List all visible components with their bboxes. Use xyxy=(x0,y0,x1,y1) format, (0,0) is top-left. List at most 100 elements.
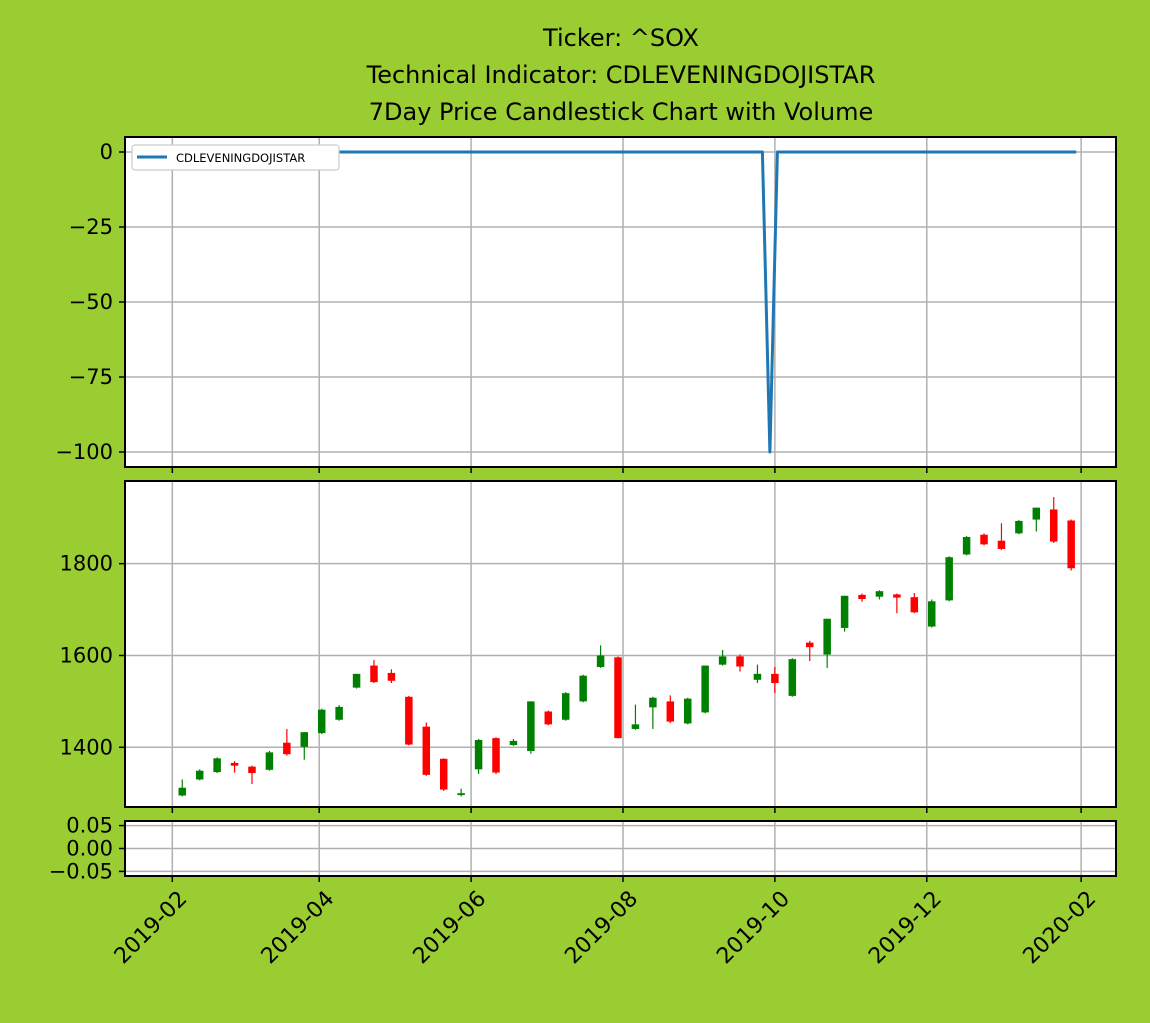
candle-down xyxy=(544,710,553,726)
candle-body xyxy=(736,656,744,667)
y-tick-label: −100 xyxy=(55,440,113,464)
candle-body xyxy=(579,675,587,702)
title-line: 7Day Price Candlestick Chart with Volume xyxy=(369,98,874,126)
candle-body xyxy=(927,601,936,627)
candle-down xyxy=(1067,519,1075,571)
x-tick-label: 2019-08 xyxy=(560,886,643,969)
candle-up xyxy=(701,665,709,714)
candle-down xyxy=(439,758,448,791)
candle-up xyxy=(1032,507,1041,532)
candle-body xyxy=(858,594,866,600)
candle-down xyxy=(980,533,988,546)
candle-body xyxy=(439,758,448,790)
candle-body xyxy=(596,655,605,667)
candle-down xyxy=(387,669,396,684)
candle-body xyxy=(405,696,413,745)
candle-body xyxy=(701,665,709,713)
candle-down xyxy=(230,761,239,773)
candle-body xyxy=(1015,520,1023,534)
candle-up xyxy=(213,757,221,774)
candle-body xyxy=(474,739,483,770)
candle-down xyxy=(736,654,744,672)
candle-up xyxy=(195,769,204,781)
candle-down xyxy=(771,666,779,694)
title-line: Ticker: ^SOX xyxy=(542,24,699,52)
candle-up xyxy=(788,658,797,697)
candle-body xyxy=(248,766,256,774)
candle-body xyxy=(771,673,779,684)
candle-body xyxy=(178,787,187,796)
candle-body xyxy=(997,540,1006,549)
x-tick-label: 2019-10 xyxy=(712,886,795,969)
candle-down xyxy=(614,656,622,739)
candle-up xyxy=(178,779,187,797)
candle-body xyxy=(300,732,309,747)
candle-body xyxy=(631,724,640,729)
candle-body xyxy=(980,534,988,545)
candle-body xyxy=(823,618,831,655)
y-tick-label: −25 xyxy=(69,215,113,239)
candle-body xyxy=(753,673,762,680)
candle-up xyxy=(317,708,326,734)
volume-panel-frame xyxy=(124,820,1117,877)
candle-up xyxy=(875,590,884,600)
candle-body xyxy=(387,672,396,681)
candle-body xyxy=(370,665,378,683)
candle-body xyxy=(457,793,465,796)
candle-body xyxy=(893,594,901,598)
chart-title: Ticker: ^SOX Technical Indicator: CDLEVEN… xyxy=(366,24,876,126)
y-tick-label: 0.05 xyxy=(66,814,113,838)
candle-down xyxy=(666,695,675,723)
candle-up xyxy=(927,599,936,628)
indicator-series-line xyxy=(172,150,1077,454)
candle-body xyxy=(683,698,692,724)
candle-down xyxy=(858,593,866,602)
candle-body xyxy=(509,740,518,746)
x-tick-label: 2019-12 xyxy=(864,886,947,969)
price-panel-background xyxy=(125,481,1116,807)
candle-body xyxy=(649,697,657,708)
legend-label: CDLEVENINGDOJISTAR xyxy=(176,151,305,165)
candle-body xyxy=(910,597,919,613)
x-tick-label: 2019-06 xyxy=(409,886,492,969)
candle-up xyxy=(683,697,692,725)
y-tick-label: 0 xyxy=(100,140,113,164)
y-tick-label: 1400 xyxy=(60,735,113,759)
candle-body xyxy=(718,656,727,665)
candle-down xyxy=(492,737,500,774)
candle-down xyxy=(405,695,413,746)
candle-body xyxy=(492,738,500,773)
candle-up xyxy=(753,664,762,684)
candle-up xyxy=(596,645,605,668)
candle-up xyxy=(718,649,727,666)
candle-up xyxy=(474,739,483,774)
candle-body xyxy=(666,701,675,722)
candle-body xyxy=(195,770,204,780)
candle-body xyxy=(317,709,326,734)
candle-up xyxy=(962,536,971,556)
y-tick-label: 0.00 xyxy=(66,837,113,861)
x-tick-label: 2019-02 xyxy=(110,886,193,969)
candle-down xyxy=(370,660,378,684)
candle-up xyxy=(945,556,953,602)
candle-down xyxy=(997,523,1006,550)
candle-body xyxy=(335,706,343,720)
candle-body xyxy=(840,595,849,628)
candle-body xyxy=(962,537,971,555)
indicator-panel: 0 −25 −50 −75 −100 CDLEVENINGDOJISTAR xyxy=(55,136,1117,473)
candle-body xyxy=(422,726,431,775)
candle-down xyxy=(283,728,291,756)
y-tick-label: −50 xyxy=(69,290,113,314)
candle-up xyxy=(335,705,343,721)
candle-up xyxy=(561,692,570,721)
candle-body xyxy=(788,659,797,696)
x-axis: 2019-02 2019-04 2019-06 2019-08 2019-10 2019-… xyxy=(110,886,1101,969)
y-tick-label: −0.05 xyxy=(49,859,113,883)
candle-body xyxy=(1032,507,1041,520)
candle-up xyxy=(823,618,831,668)
candle-down xyxy=(893,593,901,614)
y-tick-label: 1600 xyxy=(60,643,113,667)
candle-body xyxy=(805,642,814,648)
